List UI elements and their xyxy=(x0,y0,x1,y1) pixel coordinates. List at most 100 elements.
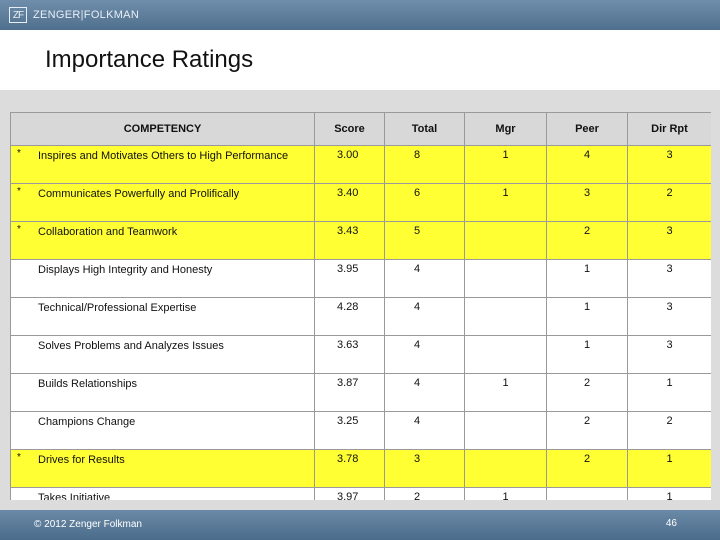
total-cell: 2 xyxy=(384,487,465,500)
score-cell: 3.43 xyxy=(314,221,385,260)
score-cell: 3.25 xyxy=(314,411,385,450)
mgr-cell xyxy=(464,297,547,336)
competency-name: Inspires and Motivates Others to High Pe… xyxy=(38,150,289,162)
total-cell: 4 xyxy=(384,297,465,336)
column-header-total: Total xyxy=(384,112,465,146)
column-header-mgr: Mgr xyxy=(464,112,547,146)
peer-cell: 1 xyxy=(546,335,628,374)
column-header-dir-rpt: Dir Rpt xyxy=(627,112,711,146)
zenger-folkman-logo: ZF ZENGER|FOLKMAN xyxy=(9,6,139,24)
dir-rpt-cell: 2 xyxy=(627,411,711,450)
dir-rpt-cell: 3 xyxy=(627,259,711,298)
total-cell: 4 xyxy=(384,373,465,412)
peer-cell xyxy=(546,487,628,500)
table-row: * Inspires and Motivates Others to High P… xyxy=(10,145,711,184)
score-cell: 3.97 xyxy=(314,487,385,500)
column-header-score: Score xyxy=(314,112,385,146)
footer-bar: © 2012 Zenger Folkman 46 xyxy=(0,510,720,540)
table-row: * Communicates Powerfully and Prolificall… xyxy=(10,183,711,222)
mgr-cell: 1 xyxy=(464,487,547,500)
top-bar: ZF ZENGER|FOLKMAN xyxy=(0,0,720,30)
table-header-row: COMPETENCY Score Total Mgr Peer Dir Rpt xyxy=(10,112,711,146)
table-row: Technical/Professional Expertise 4.28 4 1 3 xyxy=(10,297,711,336)
total-cell: 5 xyxy=(384,221,465,260)
dir-rpt-cell: 3 xyxy=(627,145,711,184)
competency-name: Champions Change xyxy=(38,416,136,428)
priority-marker: * xyxy=(17,452,21,463)
peer-cell: 3 xyxy=(546,183,628,222)
competency-name: Collaboration and Teamwork xyxy=(38,226,178,238)
priority-marker: * xyxy=(17,148,21,159)
dir-rpt-cell: 3 xyxy=(627,221,711,260)
table-row: Champions Change 3.25 4 2 2 xyxy=(10,411,711,450)
competency-cell: * Collaboration and Teamwork xyxy=(10,221,315,260)
dir-rpt-cell: 1 xyxy=(627,373,711,412)
table-row: * Drives for Results 3.78 3 2 1 xyxy=(10,449,711,488)
competency-cell: Displays High Integrity and Honesty xyxy=(10,259,315,298)
competency-cell: Technical/Professional Expertise xyxy=(10,297,315,336)
mgr-cell xyxy=(464,335,547,374)
peer-cell: 2 xyxy=(546,449,628,488)
peer-cell: 2 xyxy=(546,373,628,412)
dir-rpt-cell: 1 xyxy=(627,449,711,488)
score-cell: 3.95 xyxy=(314,259,385,298)
competency-cell: Takes Initiative xyxy=(10,487,315,500)
mgr-cell: 1 xyxy=(464,373,547,412)
competency-name: Builds Relationships xyxy=(38,378,138,390)
importance-ratings-table: COMPETENCY Score Total Mgr Peer Dir Rpt … xyxy=(10,112,711,500)
total-cell: 6 xyxy=(384,183,465,222)
total-cell: 4 xyxy=(384,259,465,298)
competency-name: Takes Initiative xyxy=(38,492,111,500)
copyright-text: © 2012 Zenger Folkman xyxy=(34,519,142,530)
dir-rpt-cell: 3 xyxy=(627,297,711,336)
mgr-cell: 1 xyxy=(464,183,547,222)
mgr-cell xyxy=(464,221,547,260)
competency-cell: * Communicates Powerfully and Prolificall… xyxy=(10,183,315,222)
peer-cell: 4 xyxy=(546,145,628,184)
competency-name: Solves Problems and Analyzes Issues xyxy=(38,340,224,352)
dir-rpt-cell: 3 xyxy=(627,335,711,374)
column-header-competency: COMPETENCY xyxy=(10,112,315,146)
mgr-cell: 1 xyxy=(464,145,547,184)
total-cell: 8 xyxy=(384,145,465,184)
slide-title: Importance Ratings xyxy=(45,46,254,73)
mgr-cell xyxy=(464,259,547,298)
competency-name: Drives for Results xyxy=(38,454,125,466)
competency-name: Technical/Professional Expertise xyxy=(38,302,197,314)
score-cell: 3.78 xyxy=(314,449,385,488)
table-row: Builds Relationships 3.87 4 1 2 1 xyxy=(10,373,711,412)
total-cell: 4 xyxy=(384,335,465,374)
competency-cell: Builds Relationships xyxy=(10,373,315,412)
mgr-cell xyxy=(464,411,547,450)
logo-mark: ZF xyxy=(9,7,27,23)
mgr-cell xyxy=(464,449,547,488)
peer-cell: 1 xyxy=(546,259,628,298)
competency-name: Displays High Integrity and Honesty xyxy=(38,264,213,276)
column-header-peer: Peer xyxy=(546,112,628,146)
importance-ratings-table-container: COMPETENCY Score Total Mgr Peer Dir Rpt … xyxy=(10,112,711,500)
priority-marker: * xyxy=(17,224,21,235)
competency-cell: Solves Problems and Analyzes Issues xyxy=(10,335,315,374)
total-cell: 3 xyxy=(384,449,465,488)
page-number: 46 xyxy=(665,518,677,529)
score-cell: 3.00 xyxy=(314,145,385,184)
score-cell: 3.63 xyxy=(314,335,385,374)
competency-cell: * Drives for Results xyxy=(10,449,315,488)
dir-rpt-cell: 2 xyxy=(627,183,711,222)
competency-name: Communicates Powerfully and Prolifically xyxy=(38,188,240,200)
total-cell: 4 xyxy=(384,411,465,450)
table-row: Solves Problems and Analyzes Issues 3.63 4… xyxy=(10,335,711,374)
peer-cell: 2 xyxy=(546,221,628,260)
table-row: Takes Initiative 3.97 2 1 1 xyxy=(10,487,711,500)
logo-text: ZENGER|FOLKMAN xyxy=(33,9,140,21)
dir-rpt-cell: 1 xyxy=(627,487,711,500)
table-row: * Collaboration and Teamwork 3.43 5 2 3 xyxy=(10,221,711,260)
score-cell: 4.28 xyxy=(314,297,385,336)
competency-cell: Champions Change xyxy=(10,411,315,450)
peer-cell: 2 xyxy=(546,411,628,450)
score-cell: 3.87 xyxy=(314,373,385,412)
peer-cell: 1 xyxy=(546,297,628,336)
competency-cell: * Inspires and Motivates Others to High P… xyxy=(10,145,315,184)
priority-marker: * xyxy=(17,186,21,197)
table-row: Displays High Integrity and Honesty 3.95 4… xyxy=(10,259,711,298)
